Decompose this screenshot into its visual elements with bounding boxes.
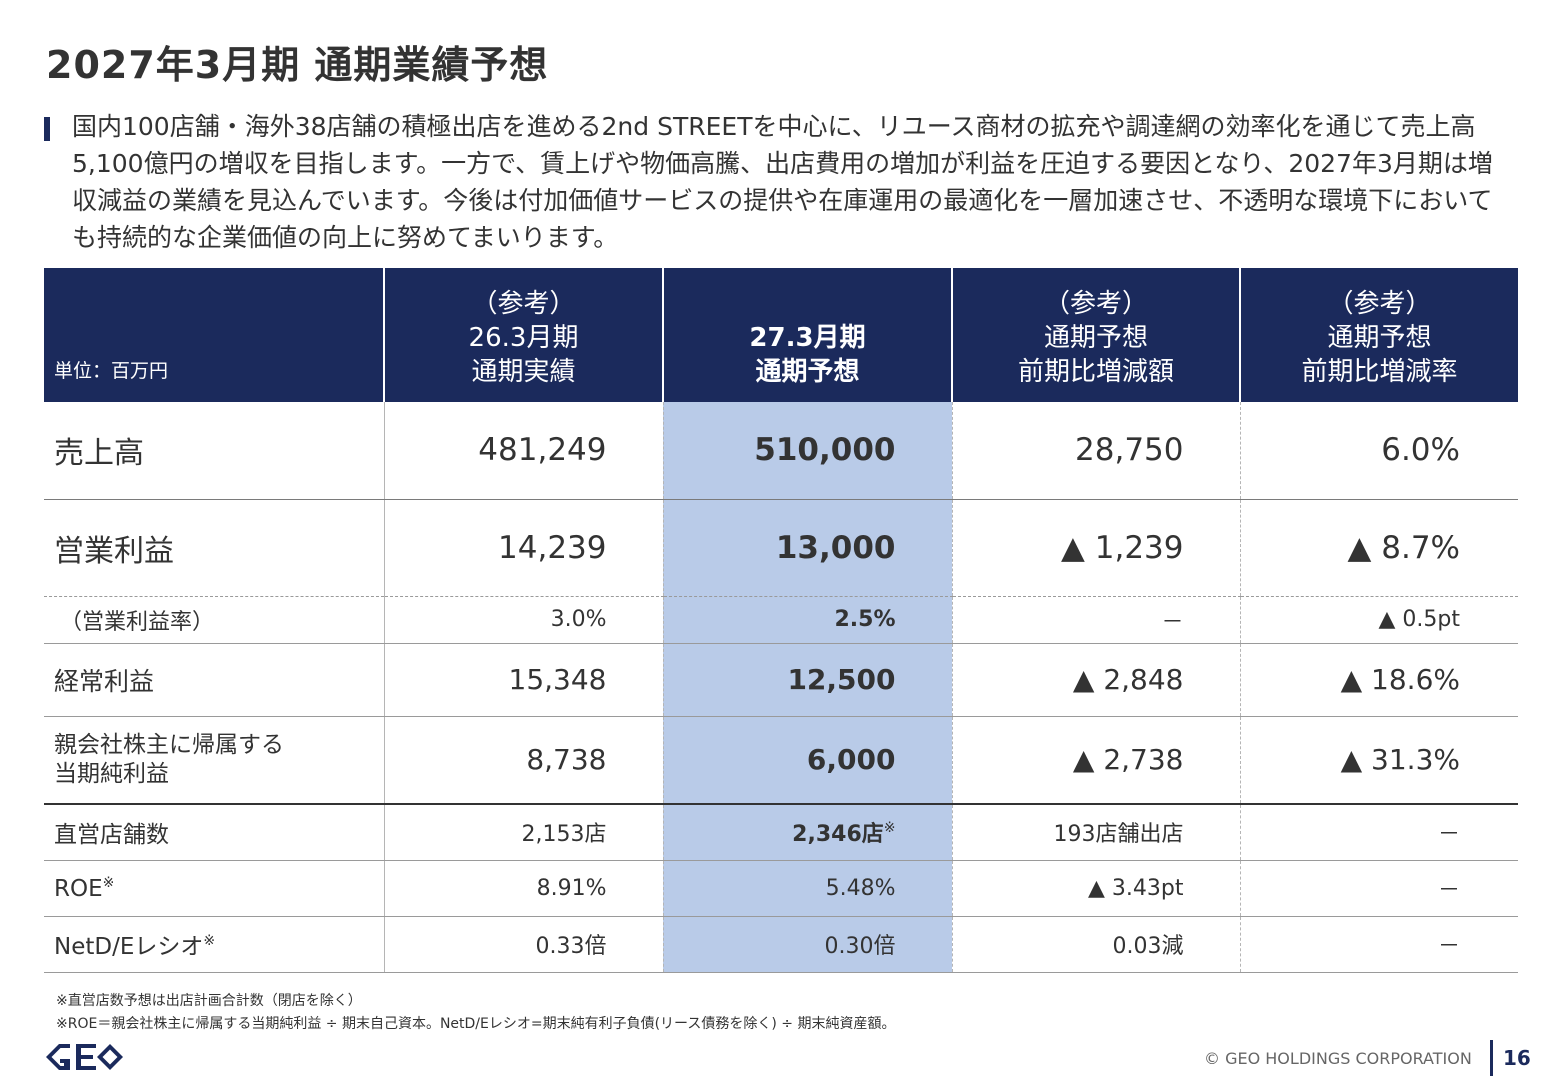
row-label: （営業利益率） (44, 596, 384, 644)
cell-change-amount: － (951, 596, 1240, 644)
lead-paragraph: 国内100店舗・海外38店舗の積極出店を進める2nd STREETを中心に、リユ… (72, 112, 1493, 252)
cell-change-rate: ▲ 8.7% (1239, 499, 1518, 597)
table-row: 売上高 481,249 510,000 28,750 6.0% (44, 402, 1518, 500)
unit-label: 単位：百万円 (44, 268, 384, 402)
page-number: 16 (1503, 1046, 1531, 1070)
cell-change-amount: ▲ 2,848 (951, 643, 1240, 717)
cell-change-rate: － (1239, 804, 1518, 861)
cell-change-rate: － (1239, 860, 1518, 917)
cell-change-rate: ▲ 18.6% (1239, 643, 1518, 717)
cell-fy27: 13,000 (662, 499, 952, 597)
cell-fy27: 2,346店※ (662, 804, 952, 861)
cell-fy26: 14,239 (383, 499, 663, 597)
row-label: 営業利益 (44, 499, 384, 597)
forecast-table: 単位：百万円 （参考） 26.3月期 通期実績 27.3月期 通期予想 （参考）… (44, 268, 1518, 973)
cell-fy26: 8,738 (383, 716, 663, 805)
cell-change-amount: ▲ 1,239 (951, 499, 1240, 597)
page-title: 2027年3月期 通期業績予想 (46, 43, 549, 87)
cell-change-rate: － (1239, 916, 1518, 973)
cell-fy27: 2.5% (662, 596, 952, 644)
cell-fy26: 15,348 (383, 643, 663, 717)
cell-change-amount: ▲ 2,738 (951, 716, 1240, 805)
row-label: ROE※ (44, 860, 384, 917)
cell-change-amount: 193店舗出店 (951, 804, 1240, 861)
cell-change-amount: 0.03減 (951, 916, 1240, 973)
cell-change-rate: ▲ 31.3% (1239, 716, 1518, 805)
cell-fy26: 3.0% (383, 596, 663, 644)
header-yoy-change-amount: （参考） 通期予想 前期比増減額 (951, 268, 1240, 402)
table-row: 営業利益 14,239 13,000 ▲ 1,239 ▲ 8.7% (44, 499, 1518, 597)
footnote-mark: ※ (883, 820, 896, 837)
copyright-text: © GEO HOLDINGS CORPORATION (1204, 1049, 1472, 1068)
row-label: 経常利益 (44, 643, 384, 717)
footnote-mark: ※ (203, 933, 216, 949)
table-row: 直営店舗数 2,153店 2,346店※ 193店舗出店 － (44, 804, 1518, 861)
cell-fy27: 5.48% (662, 860, 952, 917)
table-row: NetD/Eレシオ※ 0.33倍 0.30倍 0.03減 － (44, 916, 1518, 973)
row-label: 直営店舗数 (44, 804, 384, 861)
cell-change-amount: ▲ 3.43pt (951, 860, 1240, 917)
lead-accent-bar (44, 117, 50, 141)
table-row: ROE※ 8.91% 5.48% ▲ 3.43pt － (44, 860, 1518, 917)
cell-fy27: 510,000 (662, 402, 952, 500)
cell-fy27: 6,000 (662, 716, 952, 805)
cell-change-rate: 6.0% (1239, 402, 1518, 500)
table-row: 経常利益 15,348 12,500 ▲ 2,848 ▲ 18.6% (44, 643, 1518, 717)
cell-fy26: 0.33倍 (383, 916, 663, 973)
footnote-mark: ※ (102, 874, 115, 891)
cell-change-amount: 28,750 (951, 402, 1240, 500)
page-number-divider (1490, 1040, 1493, 1076)
table-header-row: 単位：百万円 （参考） 26.3月期 通期実績 27.3月期 通期予想 （参考）… (44, 268, 1518, 402)
row-label: NetD/Eレシオ※ (44, 916, 384, 973)
cell-fy26: 2,153店 (383, 804, 663, 861)
geo-logo-icon (46, 1044, 123, 1070)
cell-fy27: 12,500 (662, 643, 952, 717)
cell-fy26: 8.91% (383, 860, 663, 917)
footnote: ※直営店数予想は出店計画合計数（閉店を除く） (56, 993, 362, 1009)
header-yoy-change-rate: （参考） 通期予想 前期比増減率 (1239, 268, 1518, 402)
row-label: 親会社株主に帰属する 当期純利益 (44, 716, 384, 805)
header-fy26-actual: （参考） 26.3月期 通期実績 (383, 268, 663, 402)
cell-fy26: 481,249 (383, 402, 663, 500)
header-fy27-forecast: 27.3月期 通期予想 (662, 268, 952, 402)
row-label: 売上高 (44, 402, 384, 500)
cell-fy27: 0.30倍 (662, 916, 952, 973)
footnote: ※ROE＝親会社株主に帰属する当期純利益 ÷ 期末自己資本。NetD/Eレシオ=… (56, 1016, 896, 1032)
cell-change-rate: ▲ 0.5pt (1239, 596, 1518, 644)
table-row: （営業利益率） 3.0% 2.5% － ▲ 0.5pt (44, 596, 1518, 644)
table-row: 親会社株主に帰属する 当期純利益 8,738 6,000 ▲ 2,738 ▲ 3… (44, 716, 1518, 805)
